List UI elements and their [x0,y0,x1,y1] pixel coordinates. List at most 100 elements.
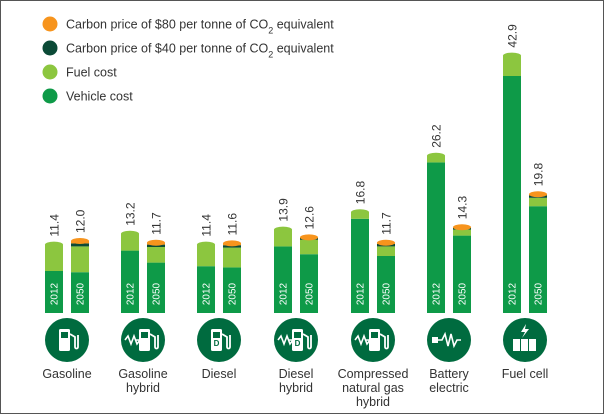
cng-pump-icon [351,318,395,362]
bar-segment-fuel [147,247,165,263]
legend: Carbon price of $80 per tonne of CO2 equ… [42,16,334,104]
category-label: Battery electric [429,367,469,395]
bar-segment-vehicle [377,256,395,313]
pump-window [213,332,220,338]
bar-6-2012: 2012 42.9 [503,24,521,313]
bar-2-2012: 2012 11.4 [197,214,215,313]
bar-year-label: 2012 [202,282,213,305]
bar-5-2050: 2050 14.3 [453,196,471,313]
legend-swatch-fuel [42,64,58,80]
diesel-pump-icon: D [197,318,241,362]
bar-segment-fuel [427,155,445,163]
category-label: Gasoline hybrid [118,367,167,395]
category-label: Diesel [202,367,237,381]
bar-cap [503,52,521,59]
bar-cap [274,226,292,233]
bar-total-label: 42.9 [506,24,520,48]
bar-1-2012: 2012 13.2 [121,202,139,313]
bar-total-label: 11.7 [380,212,394,235]
bar-year-label: 2050 [228,282,239,305]
bar-cap [351,209,369,216]
bar-cap [453,224,471,231]
category-label: Diesel hybrid [279,367,314,395]
pump-letter: D [214,339,220,348]
legend-swatch-vehicle [42,88,58,104]
bar-segment-vehicle [453,235,471,313]
bar-3-2012: 2012 13.9 [274,198,292,313]
bar-total-label: 26.2 [430,124,444,148]
category-label: Gasoline [42,367,91,381]
bar-3-2050: 2050 12.6 [300,206,318,313]
bar-total-label: 11.4 [200,214,214,237]
bar-segment-vehicle [351,218,369,313]
bar-cap [147,239,165,246]
bar-4-2012: 2012 16.8 [351,181,369,313]
pump-hose [69,333,79,350]
bar-segment-fuel [121,233,139,251]
fuel-cell-icon [503,318,547,362]
power-wave [438,331,461,349]
bar-cap [197,241,215,248]
bar-cap [300,234,318,241]
bar-segment-vehicle [427,162,445,313]
bar-segment-vehicle [223,267,241,313]
legend-label-vehicle: Vehicle cost [66,90,133,104]
bar-4-2050: 2050 11.7 [377,212,395,313]
pump-window [294,332,301,338]
bar-segment-fuel [300,239,318,255]
legend-label-fuel: Fuel cost [66,66,117,80]
pump-hose [302,333,312,350]
bar-year-label: 2050 [76,282,87,305]
bar-segment-vehicle [503,76,521,313]
bar-segment-fuel [503,55,521,76]
pump-hose [221,333,231,350]
bar-cap [45,241,63,248]
bar-year-label: 2050 [382,282,393,305]
bar-cap [71,238,89,244]
bar-total-label: 16.8 [354,181,368,205]
bar-total-label: 11.6 [226,213,240,236]
bar-1-2050: 2050 11.7 [147,212,165,313]
bar-segment-fuel [453,229,471,236]
gas-pump-icon [45,318,89,362]
lightning-bolt [521,324,529,338]
legend-swatch-carbon80 [42,16,58,32]
bar-6-2050: 2050 19.8 [529,163,547,313]
plug-head [432,337,438,343]
pump-hose [149,333,159,350]
bar-segment-fuel [45,244,63,271]
bar-segment-vehicle [300,254,318,313]
bar-year-label: 2050 [305,282,316,305]
bar-segment-fuel [197,244,215,267]
bar-year-label: 2012 [279,282,290,305]
bar-year-label: 2012 [126,282,137,305]
bar-year-label: 2050 [458,282,469,305]
bar-segment-carbon40 [71,243,89,247]
bar-segment-fuel [529,197,547,207]
bar-segment-vehicle [71,272,89,313]
bar-5-2012: 2012 26.2 [427,124,445,313]
bar-segment-vehicle [121,250,139,313]
category-labels: Gasoline Gasoline hybrid Diesel Diesel hybrid… [42,367,548,409]
pump-window [61,332,68,338]
bar-year-label: 2050 [534,282,545,305]
bar-total-label: 11.4 [48,214,62,237]
bar-total-label: 11.7 [150,212,164,235]
bar-segment-vehicle [147,262,165,313]
diesel-hybrid-pump-icon: D [274,318,318,362]
category-label: Compressed natural gas hybrid [338,367,409,409]
bar-total-label: 13.9 [277,198,291,222]
cell-plate [521,339,528,351]
legend-label-carbon80: Carbon price of $80 per tonne of CO2 equ… [66,18,334,36]
bar-year-label: 2050 [152,282,163,305]
bar-2-2050: 2050 11.6 [223,213,241,313]
bar-year-label: 2012 [50,282,61,305]
pump-window [141,332,148,338]
legend-swatch-carbon40 [42,40,58,56]
bar-cap [427,152,445,159]
cell-plate [513,339,520,351]
bar-total-label: 12.0 [74,209,88,233]
